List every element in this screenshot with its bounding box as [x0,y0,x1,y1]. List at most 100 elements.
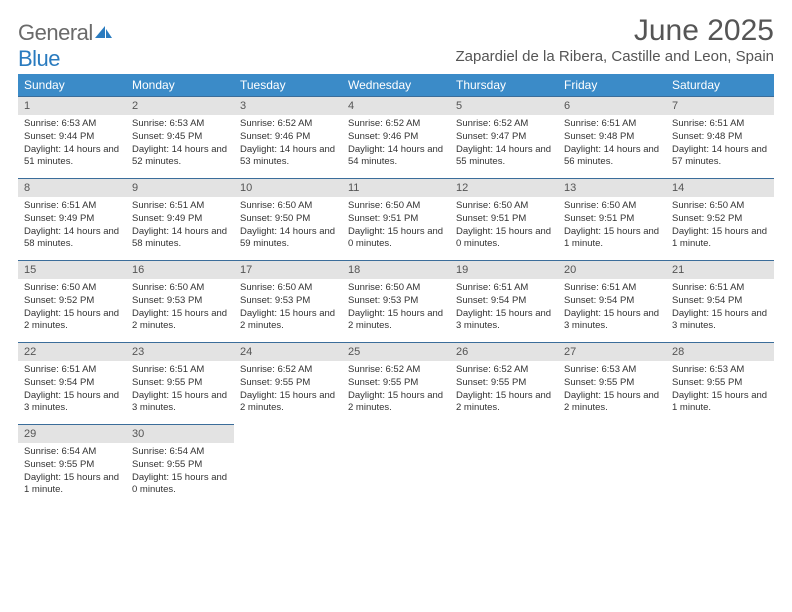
calendar-day-cell [342,425,450,507]
day-number: 10 [234,179,342,197]
calendar-day-cell: 27Sunrise: 6:53 AMSunset: 9:55 PMDayligh… [558,343,666,425]
day-details: Sunrise: 6:51 AMSunset: 9:54 PMDaylight:… [558,279,666,337]
calendar-day-cell: 26Sunrise: 6:52 AMSunset: 9:55 PMDayligh… [450,343,558,425]
day-number: 19 [450,261,558,279]
calendar-day-cell: 21Sunrise: 6:51 AMSunset: 9:54 PMDayligh… [666,261,774,343]
weekday-header: Friday [558,74,666,97]
calendar-day-cell: 11Sunrise: 6:50 AMSunset: 9:51 PMDayligh… [342,179,450,261]
calendar-day-cell: 19Sunrise: 6:51 AMSunset: 9:54 PMDayligh… [450,261,558,343]
calendar-day-cell: 20Sunrise: 6:51 AMSunset: 9:54 PMDayligh… [558,261,666,343]
day-number: 1 [18,97,126,115]
calendar-week-row: 29Sunrise: 6:54 AMSunset: 9:55 PMDayligh… [18,425,774,507]
day-details: Sunrise: 6:53 AMSunset: 9:55 PMDaylight:… [666,361,774,419]
day-number: 18 [342,261,450,279]
calendar-body: 1Sunrise: 6:53 AMSunset: 9:44 PMDaylight… [18,97,774,507]
day-details: Sunrise: 6:50 AMSunset: 9:52 PMDaylight:… [666,197,774,255]
calendar-day-cell: 8Sunrise: 6:51 AMSunset: 9:49 PMDaylight… [18,179,126,261]
day-details: Sunrise: 6:51 AMSunset: 9:49 PMDaylight:… [18,197,126,255]
calendar-week-row: 22Sunrise: 6:51 AMSunset: 9:54 PMDayligh… [18,343,774,425]
day-details: Sunrise: 6:50 AMSunset: 9:53 PMDaylight:… [342,279,450,337]
day-details: Sunrise: 6:53 AMSunset: 9:55 PMDaylight:… [558,361,666,419]
calendar-day-cell: 2Sunrise: 6:53 AMSunset: 9:45 PMDaylight… [126,97,234,179]
weekday-header: Monday [126,74,234,97]
calendar-day-cell: 7Sunrise: 6:51 AMSunset: 9:48 PMDaylight… [666,97,774,179]
calendar-day-cell: 17Sunrise: 6:50 AMSunset: 9:53 PMDayligh… [234,261,342,343]
day-number: 8 [18,179,126,197]
calendar-day-cell: 22Sunrise: 6:51 AMSunset: 9:54 PMDayligh… [18,343,126,425]
day-details: Sunrise: 6:51 AMSunset: 9:54 PMDaylight:… [450,279,558,337]
calendar-day-cell: 9Sunrise: 6:51 AMSunset: 9:49 PMDaylight… [126,179,234,261]
weekday-header: Sunday [18,74,126,97]
day-details: Sunrise: 6:52 AMSunset: 9:47 PMDaylight:… [450,115,558,173]
calendar-week-row: 8Sunrise: 6:51 AMSunset: 9:49 PMDaylight… [18,179,774,261]
calendar-day-cell: 30Sunrise: 6:54 AMSunset: 9:55 PMDayligh… [126,425,234,507]
calendar-day-cell: 29Sunrise: 6:54 AMSunset: 9:55 PMDayligh… [18,425,126,507]
calendar-day-cell: 1Sunrise: 6:53 AMSunset: 9:44 PMDaylight… [18,97,126,179]
day-number: 24 [234,343,342,361]
day-details: Sunrise: 6:52 AMSunset: 9:55 PMDaylight:… [450,361,558,419]
day-number: 23 [126,343,234,361]
calendar-day-cell: 13Sunrise: 6:50 AMSunset: 9:51 PMDayligh… [558,179,666,261]
weekday-header: Wednesday [342,74,450,97]
day-number: 22 [18,343,126,361]
day-number: 16 [126,261,234,279]
calendar-day-cell: 15Sunrise: 6:50 AMSunset: 9:52 PMDayligh… [18,261,126,343]
day-number: 15 [18,261,126,279]
day-number: 3 [234,97,342,115]
day-details: Sunrise: 6:50 AMSunset: 9:51 PMDaylight:… [558,197,666,255]
day-details: Sunrise: 6:50 AMSunset: 9:51 PMDaylight:… [450,197,558,255]
calendar-day-cell [234,425,342,507]
day-number: 6 [558,97,666,115]
calendar-day-cell: 18Sunrise: 6:50 AMSunset: 9:53 PMDayligh… [342,261,450,343]
logo-text: General Blue [18,20,113,72]
day-number: 27 [558,343,666,361]
calendar-day-cell: 6Sunrise: 6:51 AMSunset: 9:48 PMDaylight… [558,97,666,179]
day-details: Sunrise: 6:52 AMSunset: 9:46 PMDaylight:… [342,115,450,173]
day-number: 28 [666,343,774,361]
day-number: 29 [18,425,126,443]
calendar-day-cell: 4Sunrise: 6:52 AMSunset: 9:46 PMDaylight… [342,97,450,179]
calendar-day-cell: 28Sunrise: 6:53 AMSunset: 9:55 PMDayligh… [666,343,774,425]
calendar-day-cell: 3Sunrise: 6:52 AMSunset: 9:46 PMDaylight… [234,97,342,179]
weekday-header: Saturday [666,74,774,97]
logo-text-general: General [18,20,93,45]
day-details: Sunrise: 6:52 AMSunset: 9:46 PMDaylight:… [234,115,342,173]
calendar-day-cell: 5Sunrise: 6:52 AMSunset: 9:47 PMDaylight… [450,97,558,179]
day-details: Sunrise: 6:54 AMSunset: 9:55 PMDaylight:… [126,443,234,501]
day-number: 9 [126,179,234,197]
day-details: Sunrise: 6:54 AMSunset: 9:55 PMDaylight:… [18,443,126,501]
calendar-day-cell: 14Sunrise: 6:50 AMSunset: 9:52 PMDayligh… [666,179,774,261]
calendar-day-cell: 16Sunrise: 6:50 AMSunset: 9:53 PMDayligh… [126,261,234,343]
calendar-day-cell [450,425,558,507]
day-number: 12 [450,179,558,197]
day-number: 4 [342,97,450,115]
day-details: Sunrise: 6:51 AMSunset: 9:49 PMDaylight:… [126,197,234,255]
calendar-week-row: 15Sunrise: 6:50 AMSunset: 9:52 PMDayligh… [18,261,774,343]
day-details: Sunrise: 6:51 AMSunset: 9:54 PMDaylight:… [18,361,126,419]
day-number: 26 [450,343,558,361]
page-title: June 2025 [455,14,774,48]
day-number: 7 [666,97,774,115]
weekday-header: Tuesday [234,74,342,97]
day-number: 5 [450,97,558,115]
day-details: Sunrise: 6:50 AMSunset: 9:52 PMDaylight:… [18,279,126,337]
day-details: Sunrise: 6:50 AMSunset: 9:53 PMDaylight:… [126,279,234,337]
calendar-day-cell [558,425,666,507]
day-details: Sunrise: 6:53 AMSunset: 9:44 PMDaylight:… [18,115,126,173]
day-number: 11 [342,179,450,197]
logo-text-blue: Blue [18,46,60,71]
logo: General Blue [18,14,113,72]
day-details: Sunrise: 6:50 AMSunset: 9:53 PMDaylight:… [234,279,342,337]
calendar-day-cell: 25Sunrise: 6:52 AMSunset: 9:55 PMDayligh… [342,343,450,425]
weekday-header-row: SundayMondayTuesdayWednesdayThursdayFrid… [18,74,774,97]
calendar-day-cell: 24Sunrise: 6:52 AMSunset: 9:55 PMDayligh… [234,343,342,425]
logo-sail-icon [93,20,113,46]
day-details: Sunrise: 6:51 AMSunset: 9:55 PMDaylight:… [126,361,234,419]
day-number: 13 [558,179,666,197]
day-details: Sunrise: 6:52 AMSunset: 9:55 PMDaylight:… [342,361,450,419]
day-details: Sunrise: 6:51 AMSunset: 9:48 PMDaylight:… [666,115,774,173]
day-details: Sunrise: 6:51 AMSunset: 9:54 PMDaylight:… [666,279,774,337]
day-number: 14 [666,179,774,197]
day-details: Sunrise: 6:52 AMSunset: 9:55 PMDaylight:… [234,361,342,419]
weekday-header: Thursday [450,74,558,97]
